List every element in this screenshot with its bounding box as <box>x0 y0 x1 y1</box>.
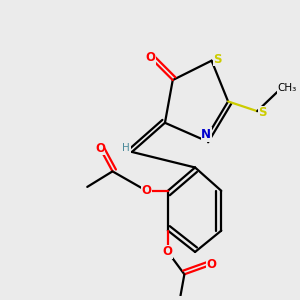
Text: O: O <box>146 51 155 64</box>
Text: N: N <box>201 128 211 141</box>
Text: CH₃: CH₃ <box>277 83 296 93</box>
Text: H: H <box>122 142 130 153</box>
Text: O: O <box>207 258 217 271</box>
Text: S: S <box>213 53 222 66</box>
Text: S: S <box>258 106 267 119</box>
Text: O: O <box>95 142 105 154</box>
Text: O: O <box>142 184 152 197</box>
Text: O: O <box>163 245 173 259</box>
